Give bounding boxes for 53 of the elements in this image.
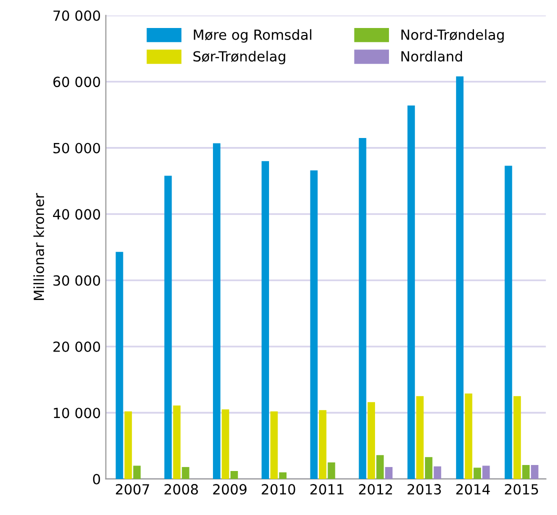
bar (522, 465, 530, 479)
x-tick-label: 2015 (504, 484, 538, 495)
y-axis-title: Millionar kroner (33, 193, 44, 300)
bar (124, 411, 132, 479)
legend-label: Møre og Romsdal (194, 29, 312, 43)
x-tick-label: 2011 (310, 484, 344, 495)
bar (368, 402, 376, 479)
x-tick-label: 2007 (116, 484, 150, 495)
x-tick-label: 2012 (359, 484, 392, 495)
bar (262, 161, 270, 479)
bar (212, 143, 220, 479)
legend-label: Nord-Trøndelag (401, 29, 504, 43)
x-tick-label: 2013 (408, 484, 441, 495)
x-tick-label: 2009 (213, 484, 247, 495)
bar (310, 170, 318, 479)
bar (424, 457, 432, 479)
y-tick-label: 50 000 (53, 142, 100, 154)
bar (279, 472, 287, 479)
y-tick-label: 20 000 (53, 341, 100, 352)
bar (456, 76, 464, 479)
x-tick-label: 2008 (164, 484, 198, 495)
bar (173, 405, 181, 479)
y-tick-label: 0 (93, 474, 100, 484)
bar (376, 455, 384, 479)
bar (328, 462, 336, 479)
bar (482, 466, 490, 479)
bar (474, 468, 482, 479)
bar (318, 410, 326, 479)
y-tick-label: 10 000 (54, 408, 100, 418)
bar (513, 396, 521, 479)
bar (504, 166, 512, 479)
bar (416, 396, 424, 479)
legend-label: Sør-Trøndelag (193, 50, 286, 64)
y-tick-label: 40 000 (53, 209, 100, 220)
bar (230, 471, 238, 479)
bar (133, 466, 141, 479)
bar (530, 465, 538, 479)
x-tick-label: 2014 (456, 484, 490, 495)
bar (164, 176, 172, 479)
bar (407, 106, 415, 479)
bar (222, 409, 230, 479)
bar (385, 467, 393, 479)
bar (116, 252, 124, 479)
bar (464, 394, 472, 479)
bar (182, 467, 190, 479)
legend-label: Nordland (401, 50, 462, 62)
bar (434, 466, 442, 479)
y-tick-label: 70 000 (54, 10, 100, 21)
y-tick-label: 30 000 (53, 275, 100, 286)
bar (270, 411, 278, 479)
bar (358, 138, 366, 479)
y-tick-label: 60 000 (53, 76, 100, 88)
x-tick-label: 2010 (262, 484, 296, 495)
